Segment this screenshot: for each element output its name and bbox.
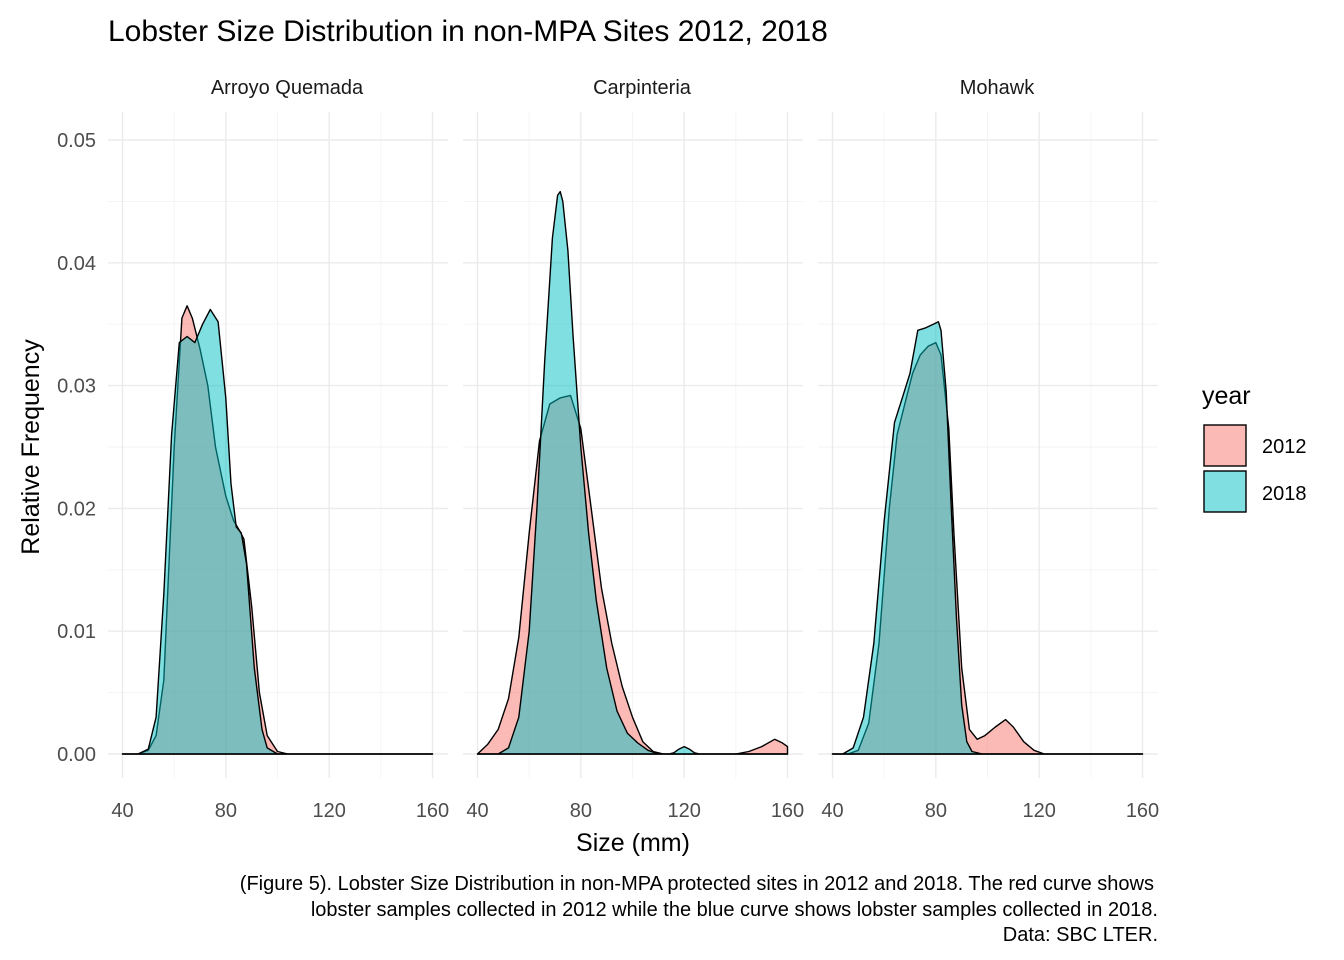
x-tick-label: 40 [111,800,133,822]
facet-label: Mohawk [960,77,1035,99]
panel-2: Mohawk 40 80 120 160 [818,77,1159,822]
x-tick-label: 120 [667,800,700,822]
caption-line-1: (Figure 5). Lobster Size Distribution in… [240,873,1154,895]
x-tick-label: 80 [215,800,237,822]
y-axis-title: Relative Frequency [17,339,45,555]
y-tick-label: 0.05 [57,130,96,152]
x-tick-label: 40 [466,800,488,822]
panel-0: Arroyo Quemada 40 80 120 160 [108,77,449,822]
x-tick-label: 80 [570,800,592,822]
panel-1: Carpinteria 40 80 120 160 [463,77,804,822]
facet-label: Arroyo Quemada [211,77,364,99]
legend-label-2018: 2018 [1262,483,1307,505]
x-tick-label: 160 [771,800,804,822]
x-tick-label: 160 [1126,800,1159,822]
caption-line-2: lobster samples collected in 2012 while … [311,899,1158,921]
legend-label-2012: 2012 [1262,436,1307,458]
y-tick-label: 0.03 [57,376,96,398]
x-tick-label: 160 [416,800,449,822]
x-tick-label: 40 [821,800,843,822]
density-area-2018 [476,190,789,755]
facet-label: Carpinteria [593,77,692,99]
x-tick-label: 80 [925,800,947,822]
facet-panels: Arroyo Quemada 40 80 120 160 Carpinteria 40 80 1… [57,77,1159,822]
legend-title: year [1202,382,1251,410]
caption-line-3: Data: SBC LTER. [1003,924,1158,946]
x-tick-label: 120 [312,800,345,822]
y-tick-label: 0.00 [57,744,96,766]
x-tick-label: 120 [1022,800,1055,822]
legend-key-2018 [1203,470,1247,513]
density-area-2018 [121,308,434,755]
density-area-2018 [831,321,1144,755]
x-axis-title: Size (mm) [576,829,690,857]
legend: year 2012 2018 [1202,382,1307,513]
y-tick-label: 0.04 [57,253,96,275]
caption: (Figure 5). Lobster Size Distribution in… [240,873,1158,946]
y-tick-label: 0.01 [57,621,96,643]
chart-title: Lobster Size Distribution in non-MPA Sit… [108,15,828,48]
legend-key-2012 [1203,424,1247,467]
y-tick-label: 0.02 [57,498,96,520]
